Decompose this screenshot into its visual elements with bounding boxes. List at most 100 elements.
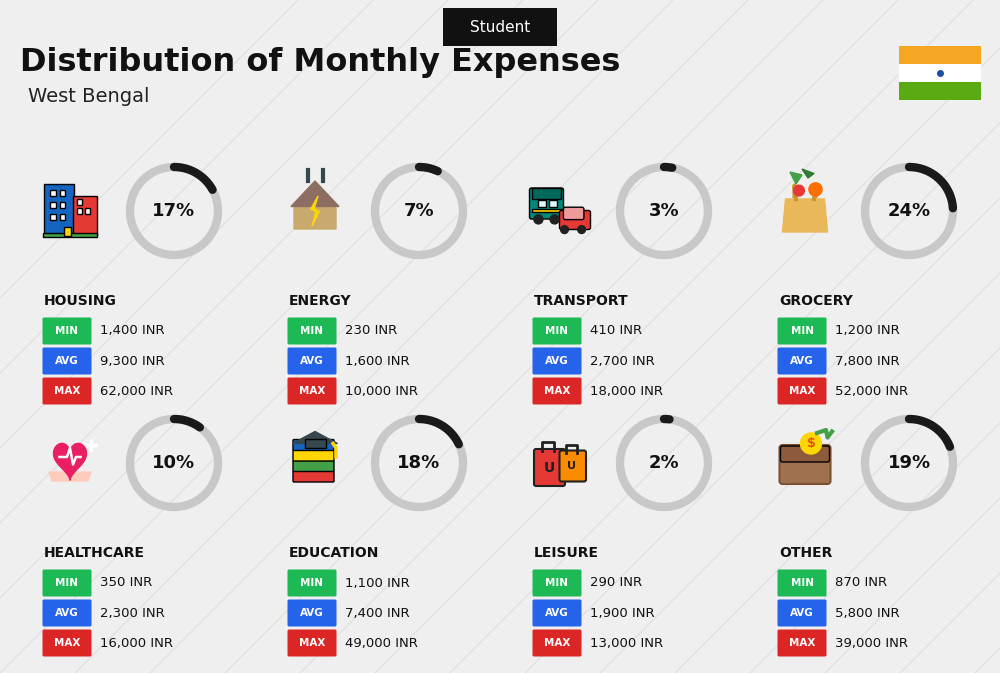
FancyBboxPatch shape	[42, 318, 91, 345]
FancyBboxPatch shape	[532, 569, 582, 596]
FancyBboxPatch shape	[293, 439, 334, 450]
FancyBboxPatch shape	[534, 449, 565, 486]
Text: LEISURE: LEISURE	[534, 546, 599, 560]
Circle shape	[561, 225, 568, 234]
Polygon shape	[294, 184, 336, 229]
Circle shape	[794, 185, 804, 196]
Text: MIN: MIN	[790, 326, 814, 336]
Text: Distribution of Monthly Expenses: Distribution of Monthly Expenses	[20, 48, 620, 79]
Text: MAX: MAX	[544, 638, 570, 648]
Text: 350 INR: 350 INR	[100, 577, 152, 590]
Text: MAX: MAX	[544, 386, 570, 396]
FancyBboxPatch shape	[60, 214, 65, 220]
Text: MAX: MAX	[789, 386, 815, 396]
Text: 7,400 INR: 7,400 INR	[345, 606, 410, 620]
FancyBboxPatch shape	[44, 184, 74, 235]
Text: MAX: MAX	[789, 638, 815, 648]
Text: 16,000 INR: 16,000 INR	[100, 637, 173, 649]
Text: 49,000 INR: 49,000 INR	[345, 637, 418, 649]
Text: MIN: MIN	[546, 578, 568, 588]
FancyBboxPatch shape	[287, 569, 336, 596]
Text: 410 INR: 410 INR	[590, 324, 642, 337]
Text: 870 INR: 870 INR	[835, 577, 887, 590]
Text: 17%: 17%	[152, 202, 196, 220]
Text: 1,100 INR: 1,100 INR	[345, 577, 410, 590]
Text: 1,600 INR: 1,600 INR	[345, 355, 410, 367]
FancyBboxPatch shape	[43, 233, 97, 236]
FancyBboxPatch shape	[293, 460, 334, 472]
FancyBboxPatch shape	[42, 600, 91, 627]
FancyBboxPatch shape	[287, 378, 336, 404]
FancyBboxPatch shape	[77, 208, 82, 214]
Text: AVG: AVG	[300, 608, 324, 618]
Text: 13,000 INR: 13,000 INR	[590, 637, 663, 649]
Text: 39,000 INR: 39,000 INR	[835, 637, 908, 649]
FancyBboxPatch shape	[42, 569, 91, 596]
FancyBboxPatch shape	[64, 227, 72, 236]
Text: TRANSPORT: TRANSPORT	[534, 294, 629, 308]
FancyBboxPatch shape	[780, 445, 831, 484]
FancyBboxPatch shape	[778, 347, 826, 374]
Text: 1,900 INR: 1,900 INR	[590, 606, 655, 620]
Text: 18,000 INR: 18,000 INR	[590, 384, 663, 398]
FancyBboxPatch shape	[50, 202, 56, 208]
Text: AVG: AVG	[790, 356, 814, 366]
FancyBboxPatch shape	[42, 347, 91, 374]
Circle shape	[534, 215, 543, 224]
FancyBboxPatch shape	[442, 8, 557, 46]
FancyBboxPatch shape	[532, 318, 582, 345]
FancyBboxPatch shape	[899, 64, 981, 82]
Text: West Bengal: West Bengal	[28, 87, 150, 106]
Polygon shape	[292, 431, 338, 444]
Text: 24%: 24%	[887, 202, 931, 220]
FancyBboxPatch shape	[532, 188, 561, 199]
Text: GROCERY: GROCERY	[779, 294, 853, 308]
Text: MIN: MIN	[790, 578, 814, 588]
Text: 1,200 INR: 1,200 INR	[835, 324, 900, 337]
Text: AVG: AVG	[55, 608, 79, 618]
Text: HEALTHCARE: HEALTHCARE	[44, 546, 145, 560]
FancyBboxPatch shape	[899, 46, 981, 64]
Text: HOUSING: HOUSING	[44, 294, 117, 308]
FancyBboxPatch shape	[50, 190, 56, 196]
FancyBboxPatch shape	[60, 202, 65, 208]
Text: MIN: MIN	[300, 326, 323, 336]
Text: MIN: MIN	[546, 326, 568, 336]
Text: MAX: MAX	[299, 386, 325, 396]
FancyBboxPatch shape	[778, 569, 826, 596]
Text: U: U	[544, 460, 555, 474]
FancyBboxPatch shape	[560, 211, 590, 229]
FancyBboxPatch shape	[530, 188, 564, 219]
Text: MIN: MIN	[56, 326, 78, 336]
Text: 7%: 7%	[404, 202, 434, 220]
Text: AVG: AVG	[55, 356, 79, 366]
FancyBboxPatch shape	[778, 378, 826, 404]
Text: AVG: AVG	[545, 356, 569, 366]
FancyBboxPatch shape	[85, 208, 90, 214]
Polygon shape	[49, 472, 91, 481]
Text: MAX: MAX	[54, 386, 80, 396]
Text: 2,700 INR: 2,700 INR	[590, 355, 655, 367]
FancyBboxPatch shape	[304, 439, 326, 448]
FancyBboxPatch shape	[532, 600, 582, 627]
FancyBboxPatch shape	[73, 196, 97, 235]
Circle shape	[550, 215, 559, 224]
FancyBboxPatch shape	[287, 600, 336, 627]
FancyBboxPatch shape	[532, 209, 561, 213]
Text: AVG: AVG	[545, 608, 569, 618]
FancyBboxPatch shape	[560, 450, 586, 481]
Polygon shape	[802, 169, 814, 178]
FancyBboxPatch shape	[532, 347, 582, 374]
FancyBboxPatch shape	[287, 318, 336, 345]
Text: AVG: AVG	[790, 608, 814, 618]
Text: 290 INR: 290 INR	[590, 577, 642, 590]
Text: U: U	[567, 461, 576, 471]
Text: $: $	[807, 437, 815, 450]
FancyBboxPatch shape	[549, 200, 557, 207]
Polygon shape	[310, 196, 320, 226]
FancyBboxPatch shape	[50, 214, 56, 220]
Text: 10%: 10%	[152, 454, 196, 472]
Circle shape	[809, 183, 822, 196]
Text: EDUCATION: EDUCATION	[289, 546, 379, 560]
Text: MIN: MIN	[300, 578, 323, 588]
